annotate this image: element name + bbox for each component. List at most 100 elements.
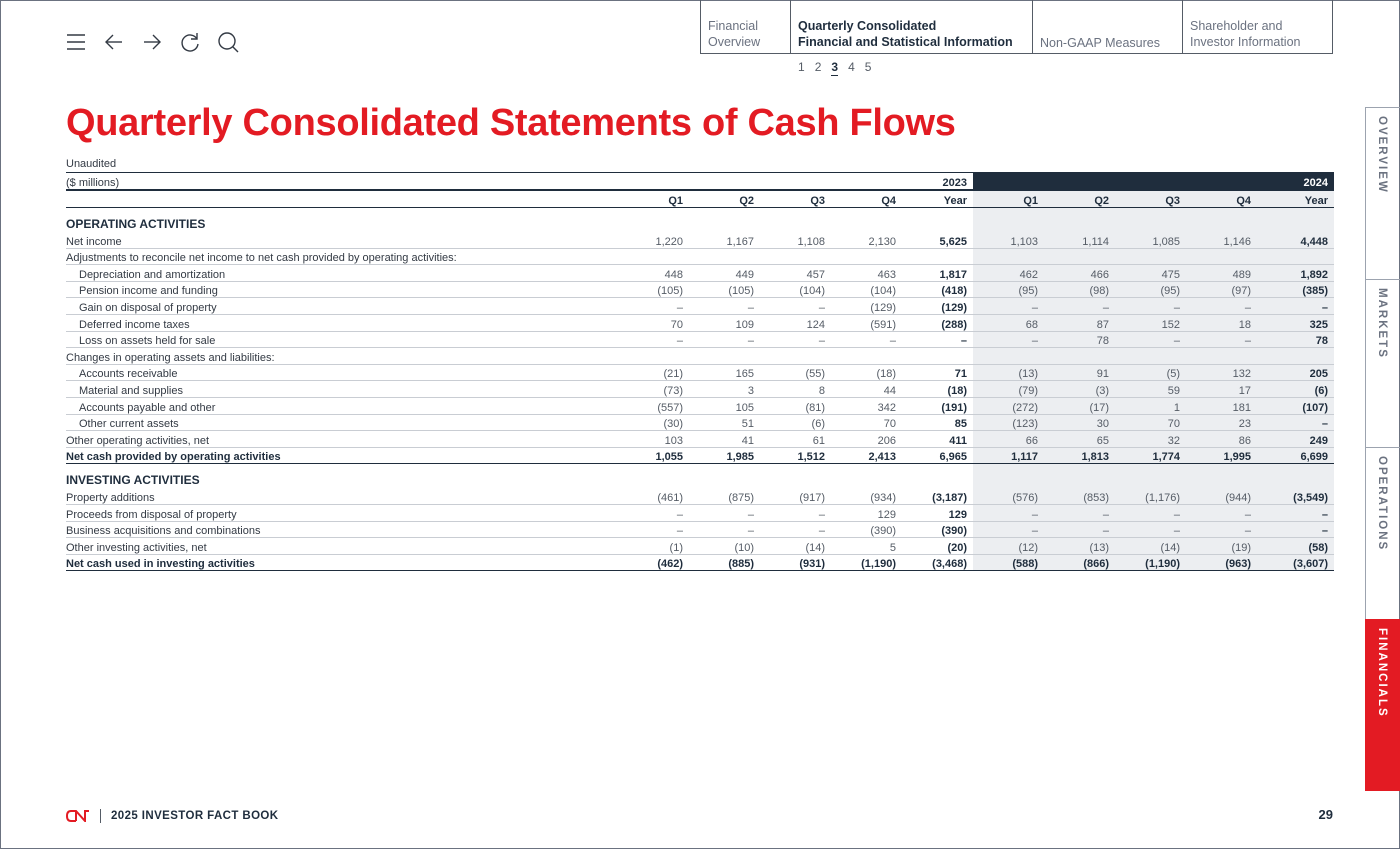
table-row: Pension income and funding (105) (105) (104… [66, 281, 1335, 299]
value-cell: 152 [1115, 314, 1187, 332]
empty-cell [902, 208, 973, 232]
value-cell: 8 [760, 380, 831, 398]
table-row: Material and supplies (73) 3 8 44 (18) (79) (3)… [66, 380, 1335, 398]
value-cell: (95) [1115, 281, 1187, 299]
empty-cell [689, 208, 760, 232]
value-cell: (3,549) [1257, 487, 1335, 505]
value-cell: – [1257, 297, 1335, 315]
side-tab-overview[interactable]: OVERVIEW [1365, 107, 1400, 279]
value-cell: (18) [902, 380, 974, 398]
value-cell: (853) [1044, 487, 1116, 505]
value-cell: 1,512 [760, 446, 831, 465]
value-cell: 85 [902, 414, 974, 432]
value-cell: (591) [831, 314, 902, 332]
value-cell: 1,055 [618, 446, 689, 465]
page-link-1[interactable]: 1 [798, 60, 805, 74]
value-cell: 1,103 [973, 231, 1045, 249]
side-tab-operations[interactable]: OPERATIONS [1365, 447, 1400, 619]
value-cell: 1,117 [973, 446, 1045, 465]
empty-cell [973, 207, 1045, 232]
value-cell [973, 248, 1045, 266]
row-label: Business acquisitions and combinations [66, 521, 618, 539]
value-cell: 61 [760, 430, 831, 448]
table-row: Changes in operating assets and liabilit… [66, 347, 1335, 365]
table-row: Depreciation and amortization 448 449 457 46… [66, 264, 1335, 282]
total-row: Net cash used in investing activities (46… [66, 553, 1335, 572]
value-cell: – [1044, 504, 1116, 522]
value-cell: 1,774 [1115, 446, 1187, 465]
value-cell: (21) [618, 364, 689, 382]
value-cell [1257, 347, 1335, 365]
tab-label: Investor Information [1190, 35, 1301, 49]
refresh-icon[interactable] [178, 30, 202, 54]
tab-quarterly-consolidated[interactable]: Quarterly Consolidated Financial and Sta… [791, 0, 1033, 54]
value-cell: 1,813 [1044, 446, 1116, 465]
value-cell: (14) [1115, 537, 1187, 555]
value-cell [618, 347, 689, 365]
value-cell: – [1257, 414, 1335, 432]
value-cell [973, 347, 1045, 365]
value-cell: – [1257, 504, 1335, 522]
value-cell: 205 [1257, 364, 1335, 382]
value-cell: 1 [1115, 397, 1187, 415]
value-cell [1115, 248, 1187, 266]
row-label: Net cash used in investing activities [66, 553, 618, 572]
page-link-4[interactable]: 4 [848, 60, 855, 74]
page-link-5[interactable]: 5 [864, 60, 872, 74]
table-row: Deferred income taxes 70 109 124 (591) (288) 6… [66, 314, 1335, 332]
value-cell: (576) [973, 487, 1045, 505]
value-cell: – [831, 331, 902, 349]
value-cell: (10) [689, 537, 760, 555]
value-cell: 206 [831, 430, 902, 448]
value-cell: (98) [1044, 281, 1116, 299]
menu-icon[interactable] [64, 30, 88, 54]
value-cell: – [973, 297, 1045, 315]
value-cell: 78 [1044, 331, 1116, 349]
value-cell: 475 [1115, 264, 1187, 282]
value-cell: – [1186, 504, 1258, 522]
value-cell [831, 248, 902, 266]
value-cell [760, 347, 831, 365]
value-cell: – [618, 504, 689, 522]
tab-financial-overview[interactable]: Financial Overview [700, 0, 791, 54]
value-cell: (20) [902, 537, 974, 555]
page-link-2[interactable]: 2 [814, 60, 822, 74]
value-cell [1044, 248, 1116, 266]
tab-label: Financial [708, 19, 759, 33]
value-cell: (13) [1044, 537, 1116, 555]
table-row: Other current assets (30) 51 (6) 70 85 (123) 30… [66, 414, 1335, 432]
page-link-3[interactable]: 3 [831, 60, 839, 76]
tab-label: Non-GAAP Measures [1040, 36, 1160, 50]
side-tab-financials[interactable]: FINANCIALS [1365, 619, 1400, 791]
value-cell [1044, 347, 1116, 365]
back-arrow-icon[interactable] [102, 30, 126, 54]
value-cell: (390) [831, 521, 902, 539]
value-cell [689, 248, 760, 266]
side-tab-markets[interactable]: MARKETS [1365, 279, 1400, 451]
value-cell [831, 347, 902, 365]
value-cell: 41 [689, 430, 760, 448]
row-label: Gain on disposal of property [66, 297, 618, 315]
unaudited-note: Unaudited [66, 158, 117, 170]
value-cell: (107) [1257, 397, 1335, 415]
value-cell [902, 347, 974, 365]
table-row: Business acquisitions and combinations – –… [66, 521, 1335, 539]
empty-cell [1257, 463, 1335, 488]
value-cell: (129) [831, 297, 902, 315]
value-cell: (13) [973, 364, 1045, 382]
tab-shareholder-investor-information[interactable]: Shareholder and Investor Information [1183, 0, 1333, 54]
units-label: ($ millions) [66, 172, 618, 191]
value-cell: – [618, 521, 689, 539]
table-row: Net income 1,220 1,167 1,108 2,130 5,625 1,103… [66, 231, 1335, 249]
value-cell: 86 [1186, 430, 1258, 448]
value-cell: (104) [760, 281, 831, 299]
value-cell: 71 [902, 364, 974, 382]
forward-arrow-icon[interactable] [140, 30, 164, 54]
search-icon[interactable] [216, 30, 240, 54]
empty-cell [902, 464, 973, 488]
value-cell: (866) [1044, 553, 1116, 572]
empty-cell [831, 208, 902, 232]
value-cell: – [689, 331, 760, 349]
column-header: Q3 [1115, 189, 1187, 208]
tab-non-gaap-measures[interactable]: Non-GAAP Measures [1033, 0, 1183, 54]
